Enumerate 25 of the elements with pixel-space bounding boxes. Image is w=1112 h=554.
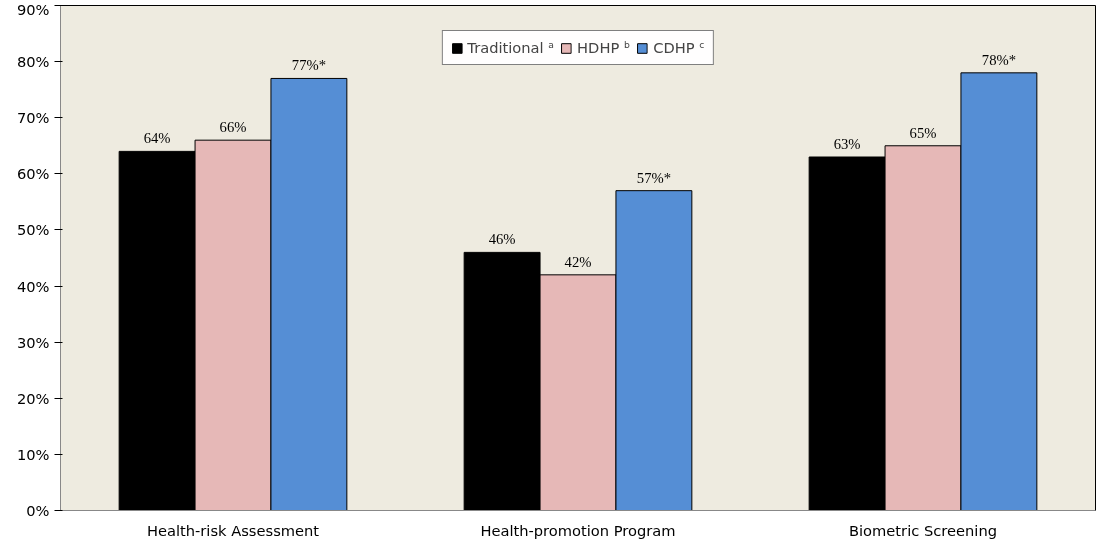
y-tick-label: 30%	[16, 333, 50, 351]
y-tick-label: 10%	[16, 445, 50, 463]
legend-label: Traditional ᵃ	[467, 39, 555, 56]
x-tick-label: Biometric Screening	[849, 521, 998, 539]
data-label: 63%	[833, 136, 861, 152]
data-label: 42%	[564, 253, 592, 270]
data-label: 46%	[488, 231, 516, 248]
y-tick-label: 90%	[16, 0, 50, 18]
data-label: 66%	[219, 119, 247, 136]
y-tick-label: 40%	[16, 277, 50, 295]
data-label: 57%*	[636, 169, 672, 186]
data-label: 64%	[143, 130, 171, 147]
y-tick-label: 0%	[26, 502, 50, 519]
data-label: 65%	[909, 124, 937, 141]
x-tick-label: Health-promotion Program	[480, 521, 676, 539]
legend-label: CDHP ᶜ	[653, 39, 705, 56]
x-tick-label: Health-risk Assessment	[146, 521, 320, 539]
legend-label: HDHP ᵇ	[577, 39, 631, 56]
y-tick-label: 50%	[16, 221, 50, 239]
y-tick-label: 80%	[16, 53, 50, 71]
data-label: 78%*	[981, 51, 1017, 68]
y-tick-label: 70%	[16, 109, 50, 127]
y-tick-label: 20%	[16, 389, 50, 407]
y-tick-label: 60%	[16, 165, 50, 183]
data-label: 77%*	[291, 57, 327, 74]
